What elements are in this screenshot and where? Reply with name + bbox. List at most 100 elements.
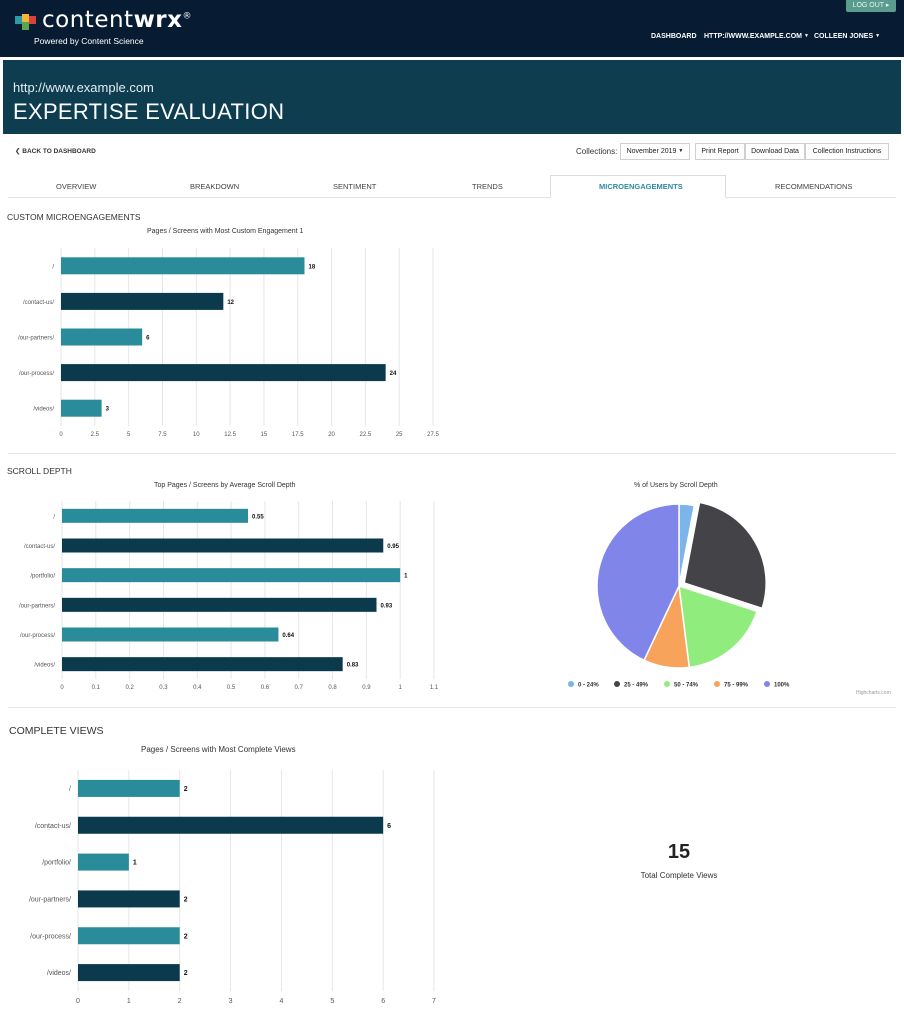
top-navigation-bar: contentwrx® Powered by Content Science L… bbox=[0, 0, 904, 57]
bar bbox=[62, 627, 279, 642]
bar bbox=[62, 657, 343, 672]
x-tick-label: 20 bbox=[328, 432, 335, 438]
collections-label: Collections: bbox=[576, 147, 618, 156]
category-label: /contact-us/ bbox=[24, 544, 55, 550]
data-label: 3 bbox=[106, 407, 110, 413]
x-tick-label: 1 bbox=[399, 685, 403, 691]
x-tick-label: 25 bbox=[396, 432, 403, 438]
x-tick-label: 0.2 bbox=[125, 685, 134, 691]
category-label: /our-partners/ bbox=[18, 336, 54, 342]
legend-label: 0 - 24% bbox=[578, 683, 599, 689]
pie-slice bbox=[683, 501, 767, 610]
bar bbox=[78, 816, 384, 834]
legend-marker bbox=[614, 681, 620, 687]
x-tick-label: 3 bbox=[229, 998, 233, 1005]
x-tick-label: 0 bbox=[59, 432, 63, 438]
bar bbox=[78, 890, 180, 908]
custom-chart-title: Pages / Screens with Most Custom Engagem… bbox=[147, 228, 304, 235]
total-complete-views-label: Total Complete Views bbox=[640, 871, 718, 880]
legend-marker bbox=[664, 681, 670, 687]
print-report-button[interactable]: Print Report bbox=[695, 143, 745, 160]
data-label: 2 bbox=[184, 933, 188, 940]
nav-dashboard-link[interactable]: DASHBOARD bbox=[651, 33, 697, 40]
x-tick-label: 12.5 bbox=[224, 432, 236, 438]
category-label: /contact-us/ bbox=[35, 823, 71, 830]
logout-button[interactable]: LOG OUT ▸ bbox=[846, 0, 896, 12]
page-banner: http://www.example.com EXPERTISE EVALUAT… bbox=[3, 60, 901, 134]
x-tick-label: 1.1 bbox=[430, 685, 439, 691]
x-tick-label: 22.5 bbox=[360, 432, 372, 438]
tab-recommendations[interactable]: RECOMMENDATIONS bbox=[775, 182, 853, 191]
custom-engagement-bar-chart: 0 2.5 5 7.5 10 12.5 15 17.5 20 22.5 25 27.5 / 18/cont… bbox=[18, 248, 439, 438]
collection-instructions-button[interactable]: Collection Instructions bbox=[805, 143, 889, 160]
legend-marker bbox=[714, 681, 720, 687]
custom-microengagements-heading: CUSTOM MICROENGAGEMENTS bbox=[7, 212, 141, 222]
registered-mark: ® bbox=[182, 11, 192, 22]
data-label: 0.95 bbox=[387, 544, 399, 550]
tab-overview[interactable]: OVERVIEW bbox=[56, 182, 97, 191]
bar bbox=[78, 927, 180, 945]
data-label: 6 bbox=[387, 823, 391, 830]
bar bbox=[62, 568, 401, 583]
brand-tagline: Powered by Content Science bbox=[34, 36, 144, 46]
data-label: 12 bbox=[227, 300, 234, 306]
bar bbox=[62, 538, 384, 553]
collection-select[interactable]: November 2019 ▼ bbox=[620, 143, 690, 160]
download-data-button[interactable]: Download Data bbox=[745, 143, 805, 160]
data-label: 2 bbox=[184, 896, 188, 903]
brand-light: content bbox=[42, 7, 134, 33]
category-label: / bbox=[69, 786, 71, 793]
x-tick-label: 0.9 bbox=[362, 685, 371, 691]
nav-user-dropdown[interactable]: COLLEEN JONES ▼ bbox=[814, 33, 880, 40]
data-label: 2 bbox=[184, 786, 188, 793]
nav-site-dropdown[interactable]: HTTP://WWW.EXAMPLE.COM ▼ bbox=[704, 33, 809, 40]
chevron-down-icon: ▼ bbox=[804, 33, 809, 39]
active-tab-frame bbox=[550, 175, 726, 198]
category-label: / bbox=[53, 514, 55, 520]
category-label: /videos/ bbox=[34, 663, 55, 669]
tab-sentiment[interactable]: SENTIMENT bbox=[333, 182, 377, 191]
category-label: /our-partners/ bbox=[19, 603, 55, 609]
tab-breakdown[interactable]: BREAKDOWN bbox=[190, 182, 240, 191]
legend-label: 75 - 99% bbox=[724, 683, 749, 689]
data-label: 24 bbox=[390, 371, 397, 377]
back-label: BACK TO DASHBOARD bbox=[22, 148, 96, 155]
chevron-down-icon: ▼ bbox=[678, 148, 684, 154]
pie-slice bbox=[678, 584, 758, 669]
scroll-depth-bar-chart: 0 0.1 0.2 0.3 0.4 0.5 0.6 0.7 0.8 0.9 1 1.1 / 0.55/co… bbox=[19, 501, 439, 691]
data-label: 0.93 bbox=[381, 603, 393, 609]
tab-trends[interactable]: TRENDS bbox=[472, 182, 503, 191]
x-tick-label: 0.7 bbox=[295, 685, 304, 691]
x-tick-label: 2 bbox=[178, 998, 182, 1005]
bar bbox=[62, 508, 248, 523]
bar bbox=[78, 853, 129, 871]
collection-value: November 2019 bbox=[626, 148, 677, 155]
section-divider bbox=[8, 453, 896, 454]
x-tick-label: 2.5 bbox=[91, 432, 100, 438]
x-tick-label: 17.5 bbox=[292, 432, 304, 438]
data-label: 6 bbox=[146, 336, 150, 342]
category-label: /portfolio/ bbox=[30, 574, 55, 580]
data-label: 0.64 bbox=[282, 633, 294, 639]
category-label: /portfolio/ bbox=[42, 860, 71, 867]
pie-slice bbox=[596, 503, 680, 662]
x-tick-label: 0.3 bbox=[159, 685, 168, 691]
legend-label: 25 - 49% bbox=[624, 683, 649, 689]
x-tick-label: 10 bbox=[193, 432, 200, 438]
x-tick-label: 0.5 bbox=[227, 685, 236, 691]
complete-views-heading: COMPLETE VIEWS bbox=[9, 725, 104, 737]
brand-bold: wrx bbox=[133, 7, 183, 33]
bar bbox=[78, 964, 180, 982]
x-tick-label: 5 bbox=[330, 998, 334, 1005]
brand-logo-text[interactable]: contentwrx® bbox=[42, 7, 192, 33]
back-to-dashboard-link[interactable]: ❮ BACK TO DASHBOARD bbox=[15, 147, 96, 155]
tab-microengagements[interactable]: MICROENGAGEMENTS bbox=[599, 182, 683, 191]
section-divider bbox=[8, 707, 896, 708]
bar bbox=[61, 292, 224, 310]
legend-label: 50 - 74% bbox=[674, 683, 699, 689]
highcharts-credit[interactable]: Highcharts.com bbox=[856, 690, 891, 696]
x-tick-label: 27.5 bbox=[427, 432, 439, 438]
tabs-divider bbox=[8, 197, 896, 198]
scroll-depth-heading: SCROLL DEPTH bbox=[7, 466, 72, 476]
total-complete-views-value: 15 bbox=[667, 841, 691, 863]
